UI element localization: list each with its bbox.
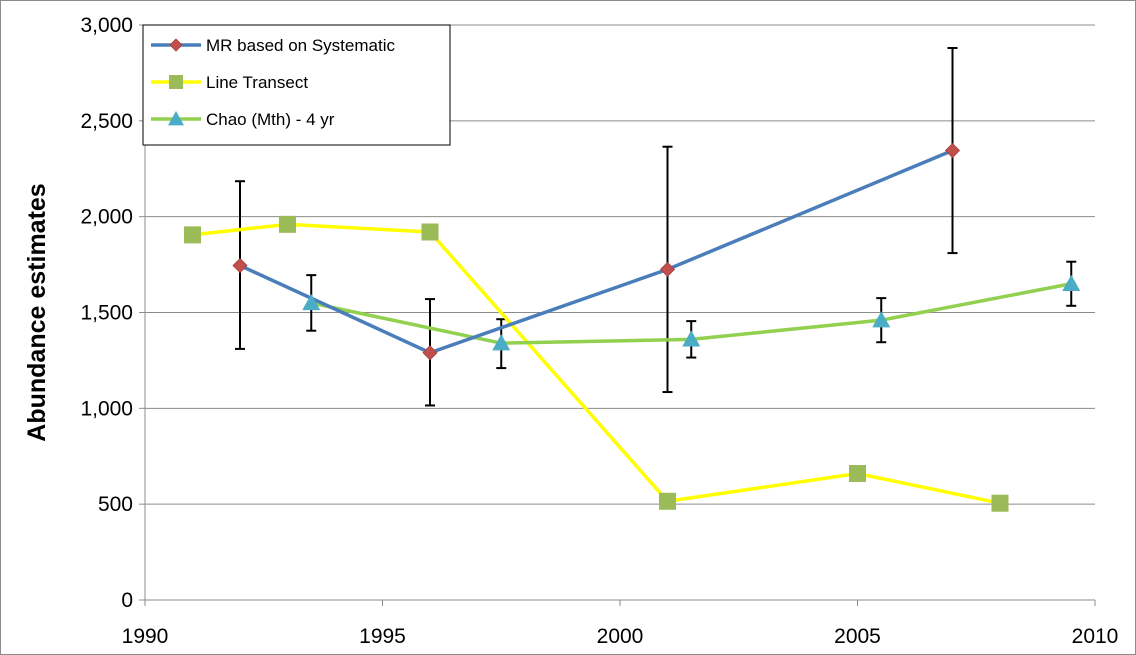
series-markers bbox=[184, 142, 1081, 512]
legend-label: Chao (Mth) - 4 yr bbox=[206, 110, 335, 129]
data-point-square bbox=[184, 226, 201, 244]
legend-label: Line Transect bbox=[206, 73, 308, 92]
data-point-square bbox=[659, 492, 676, 510]
series-lines bbox=[192, 148, 1072, 505]
data-point-diamond bbox=[169, 38, 183, 52]
y-tick-label: 3,000 bbox=[80, 14, 133, 37]
data-point-triangle bbox=[302, 293, 321, 311]
legend: MR based on Systematic Line Transect Chao … bbox=[142, 24, 451, 146]
x-tick-label: 1990 bbox=[122, 625, 169, 648]
series-line bbox=[192, 222, 1001, 505]
y-tick-label: 2,000 bbox=[80, 206, 133, 229]
y-tick-label: 2,500 bbox=[80, 110, 133, 133]
x-tick-labels: 1990 1995 2000 2005 2010 bbox=[122, 625, 1119, 648]
data-point-triangle bbox=[492, 334, 511, 351]
y-tick-label: 500 bbox=[98, 493, 133, 516]
data-point-triangle bbox=[168, 111, 184, 126]
data-point-square bbox=[421, 223, 439, 241]
data-point-triangle bbox=[682, 330, 701, 347]
x-tick-label: 2000 bbox=[597, 625, 644, 648]
data-point-square bbox=[169, 75, 183, 89]
data-point-triangle bbox=[872, 311, 891, 328]
data-point-diamond bbox=[944, 142, 961, 159]
data-point-diamond bbox=[422, 345, 438, 361]
data-point-triangle bbox=[1062, 274, 1081, 291]
y-axis-title: Abundance estimates bbox=[23, 183, 51, 441]
y-tick-label: 1,500 bbox=[80, 302, 133, 325]
data-point-diamond bbox=[659, 261, 676, 277]
y-tick-label: 0 bbox=[121, 589, 133, 612]
y-tick-labels: 0 500 1,000 1,500 2,000 2,500 3,000 bbox=[80, 14, 133, 612]
x-tick-label: 1995 bbox=[359, 625, 406, 648]
x-tick-label: 2010 bbox=[1072, 625, 1119, 648]
data-point-diamond bbox=[232, 257, 248, 274]
series-line bbox=[239, 148, 954, 355]
data-point-square bbox=[279, 215, 296, 233]
data-point-square bbox=[849, 465, 866, 482]
x-tick-label: 2005 bbox=[834, 625, 881, 648]
legend-label: MR based on Systematic bbox=[206, 36, 395, 55]
data-point-square bbox=[991, 494, 1009, 512]
y-tick-label: 1,000 bbox=[80, 397, 133, 420]
